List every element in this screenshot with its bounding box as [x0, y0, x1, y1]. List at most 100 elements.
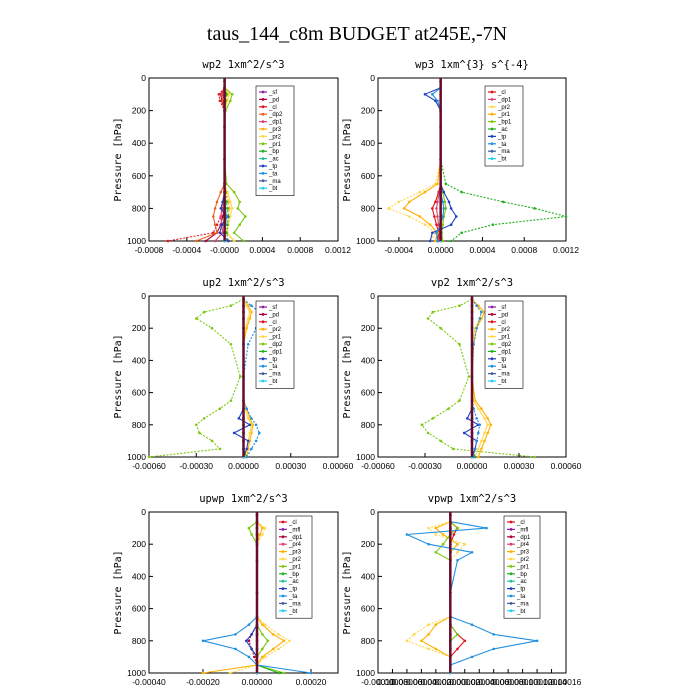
legend-entry: _pr1: [268, 335, 282, 341]
legend-marker: [509, 535, 513, 539]
data-point: [250, 533, 253, 536]
legend-entry: _ta: [268, 364, 278, 370]
legend-marker: [509, 520, 513, 524]
data-point: [218, 231, 222, 235]
x-tick-label: 0.00000: [457, 461, 488, 471]
data-point: [204, 239, 207, 243]
legend-marker: [281, 520, 285, 524]
legend: _cl_mfl_dp1_pr4_pr3_pr2_pr1_bp_ac_tp_ta_…: [503, 515, 541, 619]
legend-marker: [261, 350, 265, 353]
data-point: [460, 190, 463, 194]
data-point: [261, 655, 264, 659]
data-point: [234, 633, 237, 636]
legend: _sf_pd _cl_pr2 _pr1_dp2_dp1 _tp_ta _ma_bt: [484, 300, 524, 389]
series-line-dp2: [148, 298, 244, 458]
y-tick-label: 800: [132, 636, 146, 646]
data-point: [420, 639, 423, 643]
legend-marker: [261, 327, 265, 331]
series-line-pr3: [202, 515, 285, 674]
plot-frame: [377, 77, 567, 242]
legend: _cl_mfl_dp1_pr4_pr3_pr2_pr1_bp_ac_tp_ta_…: [275, 515, 313, 619]
y-tick-label: 1000: [356, 236, 375, 246]
legend-entry: _dp1: [268, 120, 283, 126]
data-point: [229, 399, 233, 402]
data-point: [418, 215, 422, 218]
x-tick-label: -0.00030: [408, 461, 442, 471]
data-point: [245, 455, 248, 459]
data-point: [229, 200, 232, 204]
legend-entry: _dp1: [268, 349, 283, 355]
legend-entry: _cl: [288, 520, 297, 526]
data-point: [218, 407, 222, 411]
series-line-pr2: [387, 81, 442, 242]
data-point: [213, 239, 217, 243]
y-tick-label: 0: [141, 291, 146, 301]
chart-panel-1: wp2 1xm^2/s^3 Pressure [hPa] 0 200 400 600 800…: [113, 59, 351, 255]
x-tick-label: 0.00000: [228, 461, 259, 471]
data-point: [245, 304, 248, 308]
x-tick-label: 0.0008: [287, 245, 313, 255]
data-point: [456, 551, 459, 554]
data-point: [423, 93, 427, 96]
legend-marker: [261, 372, 265, 375]
data-point: [248, 431, 252, 435]
y-tick-label: 800: [361, 636, 375, 646]
x-tick-label: -0.00030: [179, 461, 213, 471]
data-point: [246, 343, 250, 346]
data-point: [423, 223, 427, 226]
data-point: [166, 239, 170, 243]
data-point: [466, 417, 469, 420]
data-point: [441, 542, 445, 546]
data-point: [441, 215, 445, 218]
y-tick-label: 400: [132, 355, 146, 365]
legend-marker: [490, 372, 494, 375]
series-line-pr1: [434, 515, 459, 673]
data-point: [423, 190, 427, 194]
legend-marker: [261, 320, 265, 324]
data-point: [451, 447, 455, 451]
legend-entry: _pr1: [288, 564, 302, 570]
legend-entry: _pr1: [516, 564, 530, 570]
series-line-pr2: [405, 515, 466, 673]
data-point: [253, 655, 256, 659]
data-point: [229, 215, 232, 218]
panel-title: upwp 1xm^2/s^3: [199, 493, 288, 505]
data-point: [444, 207, 448, 210]
data-point: [452, 533, 456, 536]
legend-entry: _dp1: [497, 349, 512, 355]
data-point: [475, 417, 479, 420]
legend-entry: _ta: [516, 594, 526, 600]
data-point: [455, 215, 458, 218]
y-tick-label: 400: [361, 138, 375, 148]
data-point: [232, 190, 236, 194]
legend-entry: _tp: [268, 164, 278, 170]
data-point: [502, 200, 505, 204]
data-point: [431, 417, 435, 420]
legend-marker: [261, 364, 265, 368]
data-point: [263, 655, 267, 659]
legend: _sf_pd _cl_dp2 _dp1_pr3_pr2 _pr1_bp _ac_tp_t…: [255, 85, 295, 196]
data-point: [219, 207, 223, 210]
series-line-ta: [471, 298, 482, 458]
data-point: [434, 551, 438, 554]
data-point: [427, 542, 430, 546]
data-point: [477, 455, 480, 459]
data-point: [215, 231, 219, 235]
data-point: [434, 99, 437, 103]
data-point: [437, 223, 440, 226]
legend-entry: _pr1: [497, 112, 511, 118]
y-tick-label: 200: [361, 323, 375, 333]
x-tick-label: 0.0012: [553, 245, 579, 255]
data-point: [478, 317, 482, 320]
data-point: [408, 215, 411, 218]
legend-marker: [490, 327, 494, 331]
data-point: [217, 93, 221, 96]
data-point: [215, 223, 219, 226]
data-point: [480, 407, 483, 411]
legend-marker: [509, 609, 513, 613]
data-point: [218, 99, 222, 103]
data-point: [254, 423, 258, 427]
x-tick-label: 0.00020: [296, 677, 327, 687]
legend-entry: _dp2: [268, 112, 283, 118]
legend-entry: _ma: [497, 372, 510, 378]
